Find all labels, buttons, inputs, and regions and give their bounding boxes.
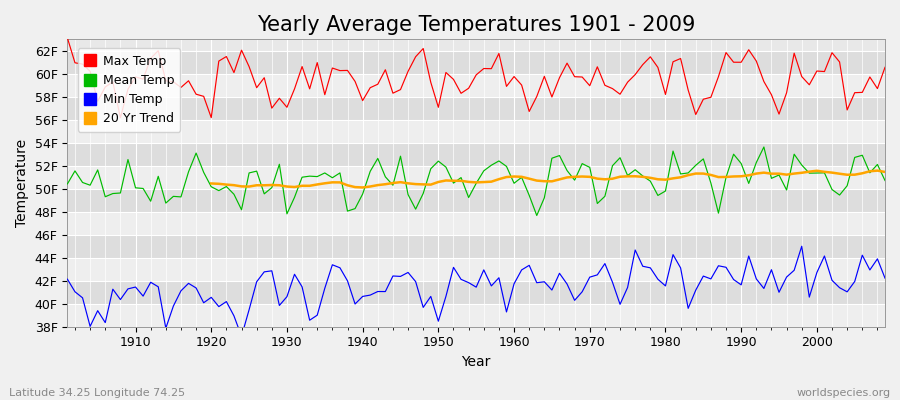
Min Temp	[236, 334, 247, 339]
20 Yr Trend	[289, 184, 300, 189]
Mean Temp	[759, 145, 769, 150]
Max Temp	[608, 86, 618, 91]
Mean Temp	[531, 213, 542, 218]
Text: Latitude 34.25 Longitude 74.25: Latitude 34.25 Longitude 74.25	[9, 388, 185, 398]
Min Temp	[517, 268, 527, 272]
Line: Min Temp: Min Temp	[68, 246, 885, 336]
Min Temp	[608, 280, 618, 284]
Min Temp	[508, 282, 519, 286]
Mean Temp	[62, 182, 73, 186]
Bar	[68, 51, 885, 74]
Bar	[68, 212, 885, 235]
Min Temp	[342, 278, 353, 283]
Bar	[68, 143, 885, 166]
Line: Max Temp: Max Temp	[68, 38, 885, 118]
Line: 20 Yr Trend: 20 Yr Trend	[212, 171, 885, 188]
Mean Temp	[501, 164, 512, 169]
Line: Mean Temp: Mean Temp	[68, 147, 885, 216]
Mean Temp	[508, 181, 519, 186]
Max Temp	[342, 68, 353, 73]
Y-axis label: Temperature: Temperature	[15, 139, 29, 227]
Mean Temp	[335, 170, 346, 175]
Bar	[68, 166, 885, 189]
Max Temp	[517, 83, 527, 88]
Mean Temp	[608, 163, 618, 168]
Min Temp	[297, 284, 308, 289]
Bar	[68, 258, 885, 281]
Legend: Max Temp, Mean Temp, Min Temp, 20 Yr Trend: Max Temp, Mean Temp, Min Temp, 20 Yr Tre…	[77, 48, 181, 132]
Bar	[68, 189, 885, 212]
Min Temp	[796, 244, 807, 249]
Max Temp	[62, 36, 73, 40]
Max Temp	[130, 74, 141, 79]
Bar	[68, 281, 885, 304]
Bar	[68, 97, 885, 120]
Mean Temp	[122, 157, 133, 162]
Mean Temp	[289, 195, 300, 200]
Bar	[68, 74, 885, 97]
Title: Yearly Average Temperatures 1901 - 2009: Yearly Average Temperatures 1901 - 2009	[257, 15, 696, 35]
Bar	[68, 304, 885, 327]
Max Temp	[508, 74, 519, 79]
Bar	[68, 235, 885, 258]
X-axis label: Year: Year	[462, 355, 490, 369]
Min Temp	[122, 286, 133, 291]
20 Yr Trend	[508, 174, 519, 179]
Bar	[68, 120, 885, 143]
Min Temp	[62, 277, 73, 282]
Max Temp	[879, 65, 890, 70]
Min Temp	[879, 276, 890, 280]
Max Temp	[115, 115, 126, 120]
Mean Temp	[879, 178, 890, 183]
20 Yr Trend	[335, 180, 346, 185]
20 Yr Trend	[599, 177, 610, 182]
Text: worldspecies.org: worldspecies.org	[796, 388, 891, 398]
20 Yr Trend	[879, 170, 890, 174]
20 Yr Trend	[501, 175, 512, 180]
Max Temp	[297, 64, 308, 69]
